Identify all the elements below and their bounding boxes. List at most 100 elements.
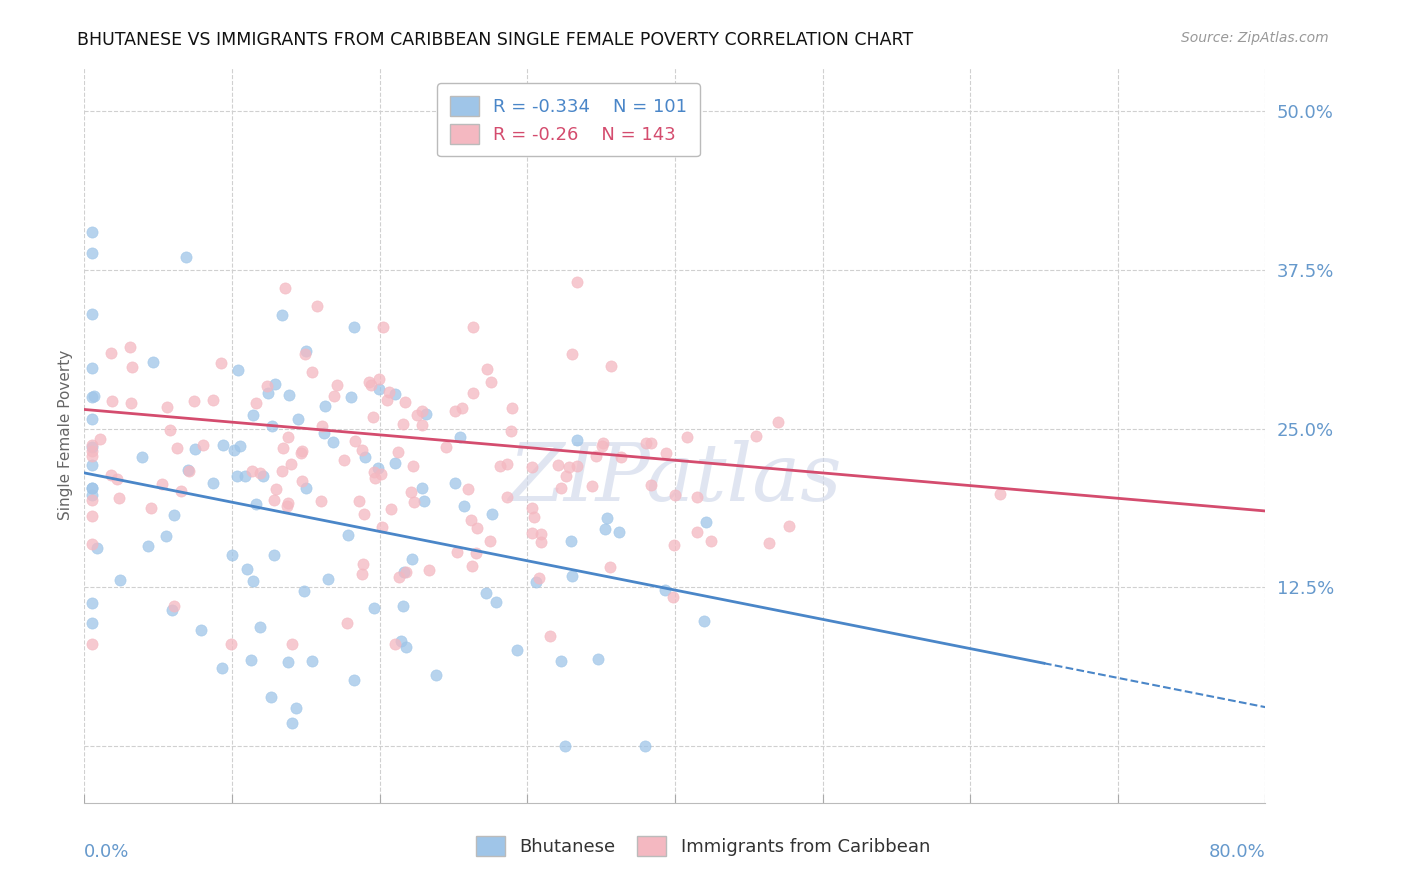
Point [245,395,267,409]
Point [155,529,177,543]
Point [201,392,224,407]
Point [80,412,103,426]
Point [233,468,256,483]
Point [478,533,501,548]
Point [488,459,510,474]
Point [184,442,207,456]
Point [163,508,186,523]
Point [311,419,333,434]
Point [121,359,143,374]
Point [371,320,394,334]
Point [449,430,471,444]
Point [693,614,716,628]
Point [368,382,391,396]
Point [550,481,572,495]
Point [394,395,416,409]
Point [284,701,307,715]
Point [384,387,406,401]
Point [193,438,215,452]
Point [401,551,423,566]
Point [530,527,553,541]
Point [260,418,283,433]
Point [190,623,212,637]
Point [312,426,335,441]
Point [281,715,304,730]
Point [387,445,409,459]
Point [80,482,103,496]
Point [599,560,621,574]
Point [179,464,201,478]
Point [100,393,122,408]
Point [640,436,662,450]
Point [700,533,723,548]
Point [778,519,800,533]
Point [219,637,242,651]
Point [221,548,243,562]
Point [271,308,294,322]
Point [990,487,1012,501]
Point [100,468,122,483]
Point [236,561,259,575]
Point [80,438,103,452]
Point [131,450,153,464]
Point [360,378,382,392]
Point [402,495,425,509]
Point [280,637,302,651]
Point [353,507,375,521]
Point [434,440,457,454]
Point [343,320,366,334]
Point [406,408,429,422]
Point [80,444,103,458]
Point [108,573,131,587]
Point [80,537,103,551]
Point [80,245,103,260]
Point [413,493,436,508]
Point [120,340,142,354]
Point [249,620,271,634]
Point [661,590,683,604]
Point [395,566,418,580]
Point [411,404,433,418]
Point [453,500,475,514]
Point [307,299,329,313]
Point [263,493,285,508]
Point [363,471,385,485]
Point [277,655,299,669]
Point [162,603,184,617]
Point [463,319,485,334]
Point [222,443,245,458]
Point [527,571,550,585]
Point [263,548,285,562]
Point [655,446,678,460]
Point [457,482,479,496]
Point [392,599,415,614]
Point [242,574,264,588]
Point [276,500,298,514]
Point [506,643,529,657]
Point [585,450,607,464]
Point [461,558,484,573]
Point [342,673,364,688]
Point [363,600,385,615]
Point [524,574,547,589]
Point [80,458,103,473]
Point [339,390,361,404]
Point [523,510,546,524]
Point [86,541,108,555]
Point [640,477,662,491]
Point [561,347,583,361]
Point [294,481,316,495]
Point [159,423,181,437]
Point [80,361,103,376]
Point [344,434,367,448]
Point [163,599,186,614]
Point [357,376,380,390]
Point [633,739,655,753]
Point [142,355,165,369]
Point [388,569,411,583]
Point [395,640,418,654]
Point [367,372,389,386]
Point [349,494,371,508]
Point [370,520,392,534]
Point [586,651,609,665]
